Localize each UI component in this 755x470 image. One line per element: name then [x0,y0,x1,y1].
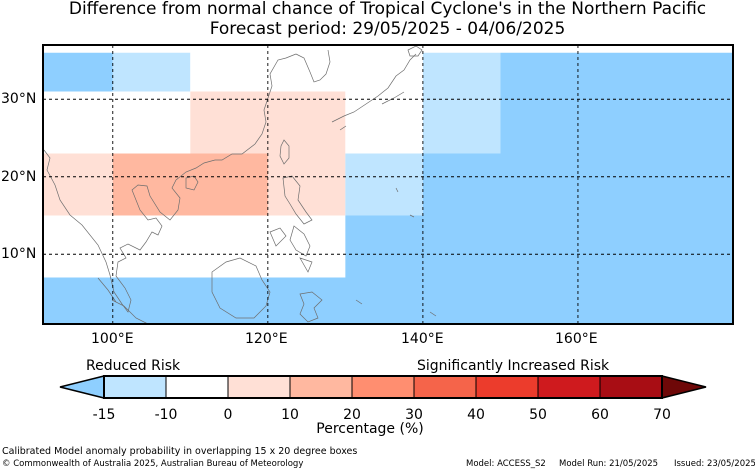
colorbar-segment [351,375,415,399]
cb-tick-60: 60 [591,407,609,423]
colorbar-frame [103,375,663,399]
title-line-2: Forecast period: 29/05/2025 - 04/06/2025 [209,19,566,39]
colorbar-title: Percentage (%) [316,421,424,437]
colorbar-segment [289,375,353,399]
lat-label-20n: 20°N [1,169,37,185]
coastline-sumatra [97,277,149,325]
coastline-korea [295,49,331,83]
colorbar-segment [475,375,539,399]
colorbar-segment [413,375,477,399]
risk-cell [345,153,423,216]
footer-model-run: Model Run: 21/05/2025 [559,459,659,469]
risk-cell [345,215,733,278]
coastline-philippines [269,175,313,273]
colorbar-segment [165,375,229,399]
risk-cell [345,52,423,92]
graticule [43,45,733,324]
footer-description: Calibrated Model anomaly probability in … [2,446,358,457]
risk-cell [43,215,346,278]
colorbar-segment [599,375,663,399]
cb-tick-10: 10 [281,407,299,423]
footer-copyright: © Commonwealth of Australia 2025, Austra… [2,459,304,469]
risk-cell [500,52,733,92]
cb-tick-0: 0 [223,407,233,423]
cb-tick-20: 20 [343,407,361,423]
map-frame [42,44,734,325]
coastline-sulawesi [299,291,323,323]
risk-cell [422,52,501,92]
coastline-southeast-asia [43,53,297,313]
colorbar [59,375,707,399]
coastline-hokkaido [407,45,423,57]
footer-issued: Issued: 23/05/2025 [674,459,755,469]
cb-tick--15: -15 [92,407,116,423]
coastline-taiwan [279,139,290,165]
lat-label-30n: 30°N [1,91,37,107]
colorbar-extend-low [59,375,105,399]
title-line-1: Difference from normal chance of Tropica… [68,0,707,19]
increased-risk-label: Significantly Increased Risk [417,358,610,374]
footer-model: Model: ACCESS_S2 [466,459,546,469]
lon-label-160e: 160°E [555,331,598,347]
risk-cell [345,91,423,154]
risk-cell [43,52,113,92]
lon-label-120e: 120°E [245,331,288,347]
risk-cell [112,52,191,92]
risk-cell [267,153,346,216]
risk-cell [422,91,501,154]
lon-label-100e: 100°E [91,331,134,347]
risk-cell [43,277,733,324]
cb-tick-40: 40 [467,407,485,423]
coastline-hainan [185,175,199,191]
risk-cell [500,91,733,154]
risk-cells [43,52,733,324]
lon-label-140e: 140°E [401,331,444,347]
colorbar-segment [103,375,167,399]
risk-cell [43,153,113,216]
cb-tick--10: -10 [154,407,178,423]
cb-tick-50: 50 [529,407,547,423]
colorbar-segment [227,375,291,399]
cb-tick-30: 30 [405,407,423,423]
cb-tick-70: 70 [653,407,671,423]
colorbar-extend-high [661,375,707,399]
reduced-risk-label: Reduced Risk [86,358,181,374]
risk-cell [43,91,191,154]
risk-cell [112,153,268,216]
colorbar-segment [537,375,601,399]
coastline-japan [331,53,417,131]
lat-label-10n: 10°N [1,246,37,262]
coastline-islands [355,187,437,317]
coastlines [43,45,437,325]
